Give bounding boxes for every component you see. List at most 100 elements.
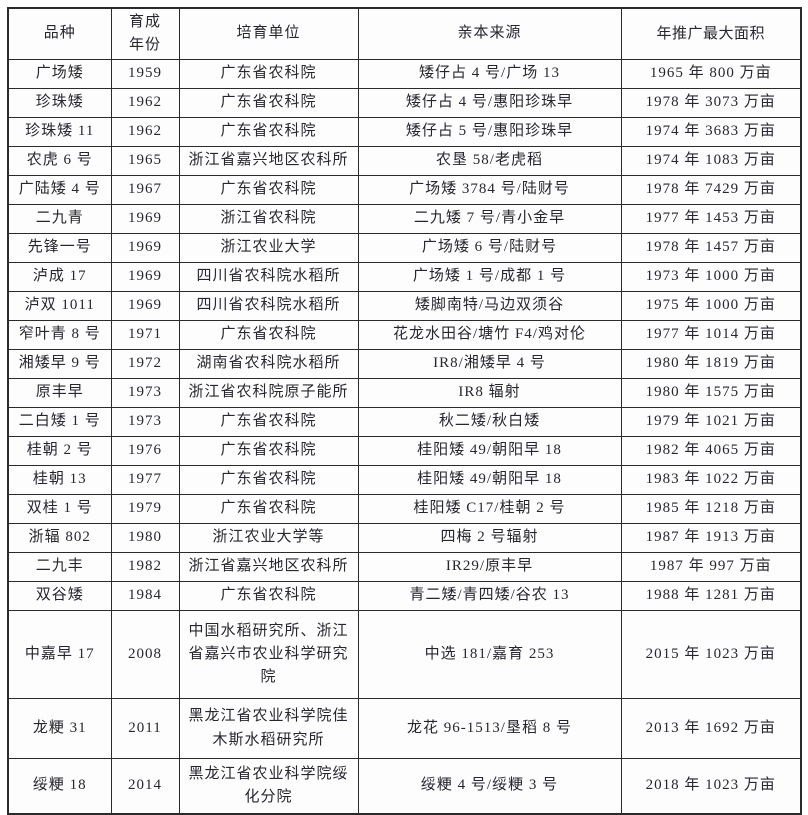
cell-breeding-year: 1980	[110, 523, 180, 553]
cell-variety: 桂朝 2 号	[7, 436, 112, 466]
cell-breeding-unit: 湖南省农科院水稻所	[178, 349, 359, 379]
cell-breeding-unit: 浙江省农科院	[178, 204, 359, 234]
table-row: 湘矮早 9 号 1972 湖南省农科院水稻所 IR8/湘矮早 4 号 1980 年 18…	[7, 349, 802, 379]
cell-variety: 绥粳 18	[7, 758, 112, 814]
cell-breeding-year: 1973	[110, 378, 180, 408]
table-row: 二九丰 1982 浙江省嘉兴地区农科所 IR29/原丰早 1987 年 997 万亩	[7, 552, 802, 582]
cell-breeding-unit: 四川省农科院水稻所	[178, 291, 359, 321]
cell-breeding-unit: 广东省农科院	[178, 88, 359, 118]
table-row: 窄叶青 8 号 1971 广东省农科院 花龙水田谷/塘竹 F4/鸡对伦 1977 年 1…	[7, 320, 802, 350]
cell-parent-source: 花龙水田谷/塘竹 F4/鸡对伦	[357, 320, 622, 350]
cell-max-promotion-area: 1979 年 1021 万亩	[620, 407, 802, 437]
cell-max-promotion-area: 1978 年 1457 万亩	[620, 233, 802, 263]
cell-parent-source: 桂阳矮 49/朝阳早 18	[357, 436, 622, 466]
cell-breeding-year: 1979	[110, 494, 180, 524]
cell-breeding-year: 1969	[110, 291, 180, 321]
cell-parent-source: 秋二矮/秋白矮	[357, 407, 622, 437]
cell-parent-source: 广场矮 3784 号/陆财号	[357, 175, 622, 205]
cell-max-promotion-area: 1978 年 3073 万亩	[620, 88, 802, 118]
cell-variety: 泸双 1011	[7, 291, 112, 321]
cell-breeding-unit: 浙江省农科院原子能所	[178, 378, 359, 408]
cell-breeding-unit: 广东省农科院	[178, 465, 359, 495]
cell-parent-source: IR29/原丰早	[357, 552, 622, 582]
cell-max-promotion-area: 1973 年 1000 万亩	[620, 262, 802, 292]
cell-parent-source: 矮脚南特/马边双须谷	[357, 291, 622, 321]
cell-max-promotion-area: 1974 年 1083 万亩	[620, 146, 802, 176]
cell-parent-source: 桂阳矮 49/朝阳早 18	[357, 465, 622, 495]
cell-breeding-year: 1971	[110, 320, 180, 350]
cell-max-promotion-area: 1982 年 4065 万亩	[620, 436, 802, 466]
cell-max-promotion-area: 2015 年 1023 万亩	[620, 610, 802, 699]
cell-breeding-year: 1962	[110, 117, 180, 147]
table-row: 绥粳 18 2014 黑龙江省农业科学院绥化分院 绥粳 4 号/绥粳 3 号 2018 …	[7, 758, 802, 814]
cell-breeding-unit: 广东省农科院	[178, 494, 359, 524]
cell-variety: 珍珠矮	[7, 88, 112, 118]
cell-max-promotion-area: 1977 年 1014 万亩	[620, 320, 802, 350]
cell-breeding-unit: 浙江农业大学	[178, 233, 359, 263]
cell-breeding-unit: 广东省农科院	[178, 407, 359, 437]
table-row: 泸成 17 1969 四川省农科院水稻所 广场矮 1 号/成都 1 号 1973 年 1…	[7, 262, 802, 292]
cell-variety: 原丰早	[7, 378, 112, 408]
col-header-breeding-year: 育成 年份	[110, 7, 180, 60]
cell-breeding-year: 1969	[110, 262, 180, 292]
cell-parent-source: 矮仔占 4 号/惠阳珍珠早	[357, 88, 622, 118]
cell-variety: 窄叶青 8 号	[7, 320, 112, 350]
cell-parent-source: 农垦 58/老虎稻	[357, 146, 622, 176]
cell-breeding-year: 1959	[110, 59, 180, 89]
table-row: 原丰早 1973 浙江省农科院原子能所 IR8 辐射 1980 年 1575 万亩	[7, 378, 802, 408]
cell-breeding-unit: 广东省农科院	[178, 436, 359, 466]
header-row: 品种 育成 年份 培育单位 亲本来源 年推广最大面积	[7, 7, 802, 60]
cell-max-promotion-area: 1983 年 1022 万亩	[620, 465, 802, 495]
cell-parent-source: 青二矮/青四矮/谷农 13	[357, 581, 622, 611]
cell-parent-source: 绥粳 4 号/绥粳 3 号	[357, 758, 622, 814]
cell-breeding-unit: 浙江省嘉兴地区农科所	[178, 146, 359, 176]
cell-variety: 桂朝 13	[7, 465, 112, 495]
cell-breeding-year: 1965	[110, 146, 180, 176]
table-row: 泸双 1011 1969 四川省农科院水稻所 矮脚南特/马边双须谷 1975 年 100…	[7, 291, 802, 321]
cell-breeding-unit: 浙江农业大学等	[178, 523, 359, 553]
cell-parent-source: IR8/湘矮早 4 号	[357, 349, 622, 379]
cell-breeding-year: 1984	[110, 581, 180, 611]
cell-breeding-unit: 浙江省嘉兴地区农科所	[178, 552, 359, 582]
cell-parent-source: 龙花 96-1513/垦稻 8 号	[357, 698, 622, 759]
cell-breeding-year: 1972	[110, 349, 180, 379]
cell-variety: 泸成 17	[7, 262, 112, 292]
cell-variety: 珍珠矮 11	[7, 117, 112, 147]
table-row: 双桂 1 号 1979 广东省农科院 桂阳矮 C17/桂朝 2 号 1985 年 121…	[7, 494, 802, 524]
cell-breeding-unit: 中国水稻研究所、浙江省嘉兴市农业科学研究院	[178, 610, 359, 699]
col-header-max-promotion-area: 年推广最大面积	[620, 7, 802, 60]
cell-breeding-year: 1967	[110, 175, 180, 205]
cell-variety: 先锋一号	[7, 233, 112, 263]
cell-breeding-unit: 广东省农科院	[178, 320, 359, 350]
table-body: 广场矮 1959 广东省农科院 矮仔占 4 号/广场 13 1965 年 800 万亩珍…	[7, 59, 802, 814]
cell-max-promotion-area: 1980 年 1819 万亩	[620, 349, 802, 379]
cell-variety: 广陆矮 4 号	[7, 175, 112, 205]
col-header-breeding-unit: 培育单位	[178, 7, 359, 60]
table-row: 二白矮 1 号 1973 广东省农科院 秋二矮/秋白矮 1979 年 1021 万亩	[7, 407, 802, 437]
cell-breeding-year: 2011	[110, 698, 180, 759]
cell-breeding-unit: 广东省农科院	[178, 59, 359, 89]
table-row: 二九青 1969 浙江省农科院 二九矮 7 号/青小金早 1977 年 1453 万亩	[7, 204, 802, 234]
cell-max-promotion-area: 1977 年 1453 万亩	[620, 204, 802, 234]
table-row: 广陆矮 4 号 1967 广东省农科院 广场矮 3784 号/陆财号 1978 年 74…	[7, 175, 802, 205]
cell-variety: 浙辐 802	[7, 523, 112, 553]
cell-parent-source: 桂阳矮 C17/桂朝 2 号	[357, 494, 622, 524]
cell-parent-source: 广场矮 6 号/陆财号	[357, 233, 622, 263]
cell-max-promotion-area: 1978 年 7429 万亩	[620, 175, 802, 205]
table-row: 珍珠矮 11 1962 广东省农科院 矮仔占 5 号/惠阳珍珠早 1974 年 3683…	[7, 117, 802, 147]
cell-breeding-year: 1977	[110, 465, 180, 495]
cell-variety: 湘矮早 9 号	[7, 349, 112, 379]
cell-max-promotion-area: 1987 年 1913 万亩	[620, 523, 802, 553]
col-header-variety: 品种	[7, 7, 112, 60]
cell-max-promotion-area: 1985 年 1218 万亩	[620, 494, 802, 524]
cell-variety: 农虎 6 号	[7, 146, 112, 176]
cell-variety: 双桂 1 号	[7, 494, 112, 524]
cell-breeding-unit: 广东省农科院	[178, 581, 359, 611]
table-row: 先锋一号 1969 浙江农业大学 广场矮 6 号/陆财号 1978 年 1457 万亩	[7, 233, 802, 263]
cell-variety: 龙粳 31	[7, 698, 112, 759]
cell-variety: 二九丰	[7, 552, 112, 582]
cell-max-promotion-area: 1988 年 1281 万亩	[620, 581, 802, 611]
cell-max-promotion-area: 2018 年 1023 万亩	[620, 758, 802, 814]
table-row: 浙辐 802 1980 浙江农业大学等 四梅 2 号辐射 1987 年 1913 万亩	[7, 523, 802, 553]
cell-breeding-unit: 黑龙江省农业科学院绥化分院	[178, 758, 359, 814]
